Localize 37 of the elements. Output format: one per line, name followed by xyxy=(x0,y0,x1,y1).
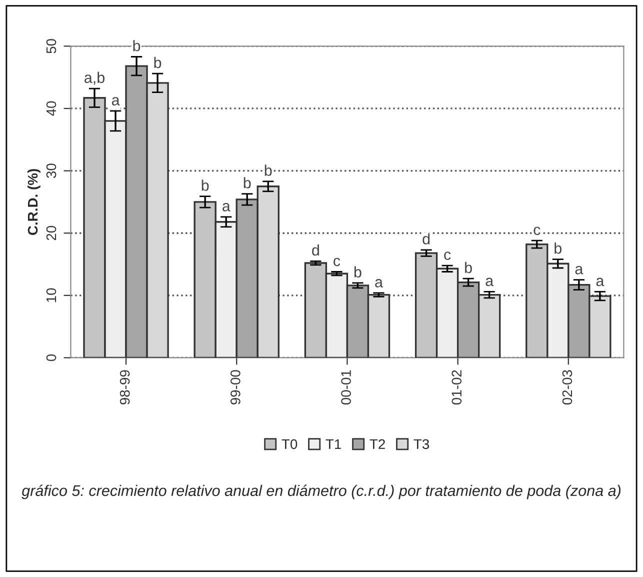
data-label: c xyxy=(334,258,340,266)
data-label: b xyxy=(465,262,472,274)
legend-label: T0 xyxy=(282,439,298,450)
data-label: b xyxy=(133,40,140,52)
data-label: a xyxy=(222,203,230,212)
data-label: a xyxy=(375,279,383,288)
data-label: a xyxy=(112,97,120,106)
data-label: b xyxy=(264,164,272,176)
text: gráfico 5: crecimiento relativo anual en diámetro (c.r.d.) por tratamiento de poda (zona a) xyxy=(22,484,621,500)
x-tick-label: 01-02 xyxy=(452,370,462,405)
y-tick-label: 10 xyxy=(46,288,56,302)
data-label: a xyxy=(596,278,604,286)
y-axis-title: C.R.D. (%) xyxy=(27,169,40,235)
y-tick-label: 0 xyxy=(46,354,56,362)
data-label: a xyxy=(486,278,494,286)
legend-label: T2 xyxy=(370,439,385,449)
data-label: b xyxy=(554,242,562,254)
legend-label: T1 xyxy=(326,439,341,449)
data-label: b xyxy=(154,56,162,68)
data-label: a xyxy=(575,266,584,274)
data-label: b xyxy=(202,180,209,191)
data-label: c xyxy=(444,252,451,260)
data-label: d xyxy=(312,244,319,256)
data-label: b xyxy=(244,177,251,188)
data-label: c xyxy=(534,226,540,236)
x-tick-label: 00-01 xyxy=(341,370,351,405)
x-tick-label: 99-00 xyxy=(230,370,240,404)
data-label: b xyxy=(354,266,362,278)
data-label: a,b xyxy=(84,72,104,85)
x-tick-label: 98-99 xyxy=(120,370,130,404)
y-tick-label: 40 xyxy=(46,101,56,116)
y-tick-label: 30 xyxy=(46,164,56,178)
y-tick-label: 20 xyxy=(46,226,56,240)
x-tick-label: 02-03 xyxy=(562,370,572,405)
legend-label: T3 xyxy=(414,439,430,450)
y-tick-label: 50 xyxy=(46,38,56,54)
data-label: d xyxy=(422,233,430,244)
